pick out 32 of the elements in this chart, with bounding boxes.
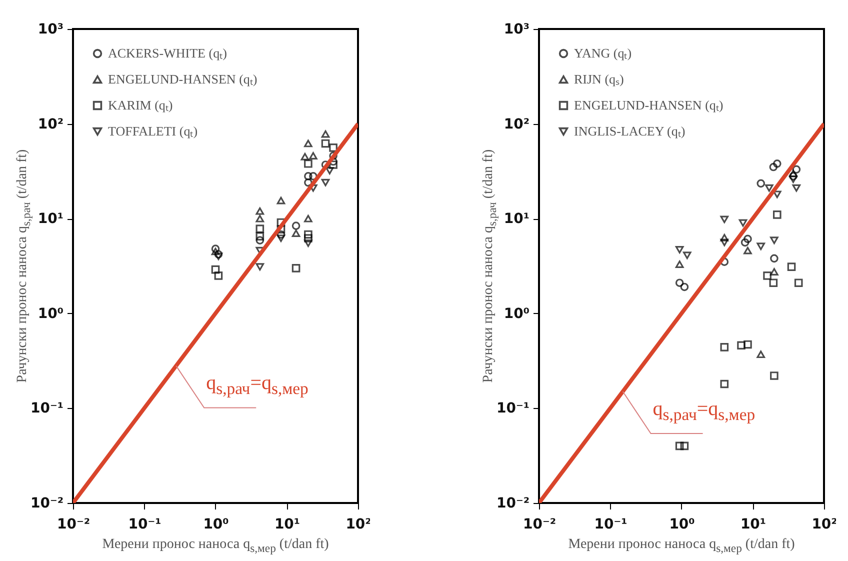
x-tick-label: 10⁰ — [669, 516, 695, 532]
legend-label: ENGELUND-HANSEN (qₜ) — [108, 72, 258, 86]
annotation: q$_{s,рач}$=q$_{s,мер}$ — [206, 372, 308, 399]
x-tick-label: 10⁻² — [56, 516, 90, 532]
x-tick-label: 10¹ — [740, 516, 766, 532]
x-axis-title: Мерени пронос наноса q$_{s,мер}$ (t/dan ft) — [568, 537, 795, 555]
x-tick-label: 10⁻² — [522, 516, 556, 532]
y-tick-label: 10³ — [38, 22, 64, 38]
y-tick-label: 10² — [38, 116, 64, 132]
y-tick-label: 10⁻¹ — [30, 400, 64, 417]
y-tick-label: 10⁻¹ — [496, 400, 530, 417]
x-tick-label: 10⁻¹ — [128, 516, 162, 532]
legend-label: YANG (qₜ) — [574, 46, 632, 60]
legend-label: TOFFALETI (qₜ) — [108, 124, 198, 138]
y-tick-label: 10¹ — [38, 211, 64, 228]
y-tick-label: 10⁰ — [504, 306, 530, 322]
legend-label: RIJN (qₛ) — [574, 72, 624, 86]
y-tick-label: 10³ — [504, 22, 530, 38]
legend-label: ENGELUND-HANSEN (qₜ) — [574, 98, 724, 112]
y-tick-label: 10⁰ — [38, 306, 64, 322]
legend-label: KARIM (qₜ) — [108, 98, 173, 112]
y-tick-label: 10⁻² — [30, 496, 64, 512]
y-tick-label: 10² — [504, 116, 530, 132]
annotation: q$_{s,рач}$=q$_{s,мер}$ — [652, 398, 756, 424]
x-axis-title: Мерени пронос наноса q$_{s,мер}$ (t/dan ft) — [102, 537, 329, 555]
legend-label: ACKERS-WHITE (qₜ) — [108, 46, 227, 60]
x-tick-label: 10⁰ — [203, 516, 229, 532]
legend-label: INGLIS-LACEY (qₜ) — [574, 124, 686, 138]
y-tick-label: 10⁻² — [496, 496, 530, 512]
x-tick-label: 10⁻¹ — [594, 516, 628, 532]
y-tick-label: 10¹ — [504, 211, 530, 228]
x-tick-label: 10¹ — [274, 516, 300, 532]
